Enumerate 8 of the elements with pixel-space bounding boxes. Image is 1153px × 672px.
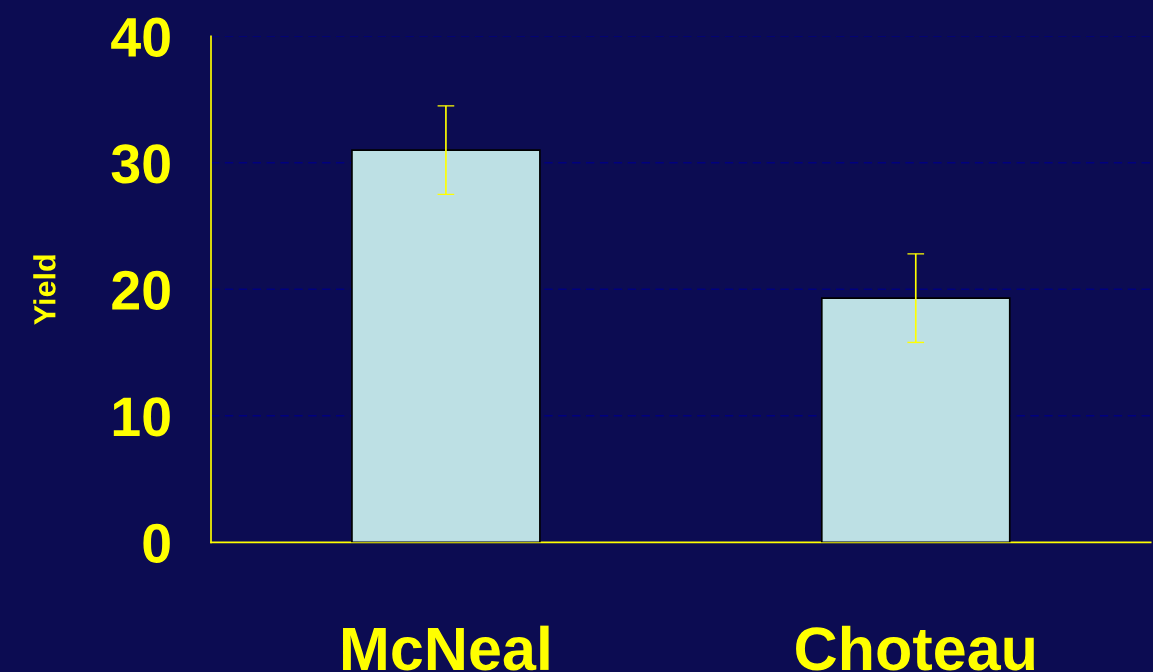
x-tick-label: McNeal	[343, 625, 549, 671]
y-axis-title: Yield	[33, 255, 56, 325]
y-tick-label: 40	[111, 17, 170, 57]
y-tick-label: 30	[111, 144, 170, 184]
y-tick-label: 20	[112, 270, 170, 310]
y-tick-label: 0	[143, 523, 170, 563]
y-tick-label: 10	[113, 397, 170, 437]
x-tick-label: Choteau	[796, 625, 1034, 671]
